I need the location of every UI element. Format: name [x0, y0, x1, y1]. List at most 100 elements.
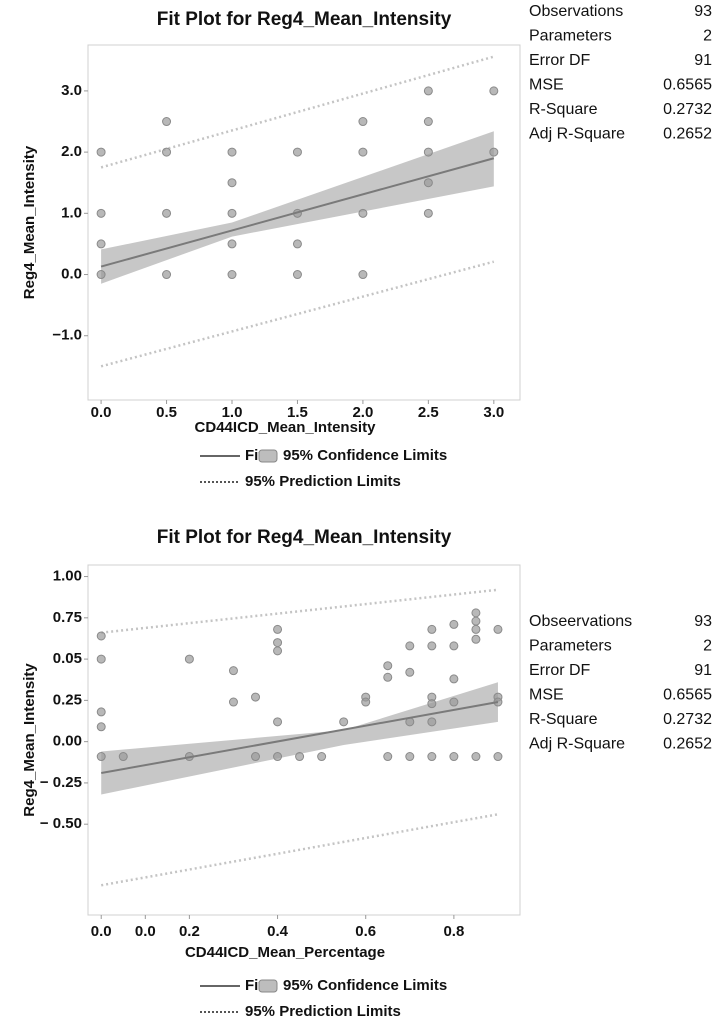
- observation: [295, 752, 305, 762]
- stat-label: Parameters: [529, 638, 612, 655]
- x-tick-label: 0.4: [267, 923, 289, 940]
- observation: [427, 641, 437, 651]
- stat-label: MSE: [529, 687, 564, 704]
- y-tick-label: 3.0: [61, 82, 82, 99]
- observation: [423, 147, 433, 157]
- confidence-band: [101, 131, 494, 284]
- observation: [423, 178, 433, 188]
- stat-value: 91: [694, 662, 712, 679]
- observation: [423, 86, 433, 96]
- observation: [228, 697, 238, 707]
- observation: [449, 641, 459, 651]
- x-tick-label: 1.0: [222, 404, 243, 421]
- observation: [96, 654, 106, 664]
- observation: [383, 752, 393, 762]
- fit-line: [100, 157, 495, 268]
- observation: [273, 638, 283, 648]
- prediction-limit: [100, 55, 495, 169]
- y-tick-label: 0.0: [61, 265, 82, 282]
- observation: [449, 752, 459, 762]
- x-tick-label: 0.2: [179, 923, 200, 940]
- y-axis-label: Reg4_Mean_Intensity: [21, 145, 38, 299]
- x-tick-label: 0.0: [135, 923, 156, 940]
- observation: [227, 239, 237, 249]
- observation: [471, 608, 481, 618]
- plot-frame: [87, 564, 521, 916]
- observation: [493, 752, 503, 762]
- observation: [423, 208, 433, 218]
- stat-label: Error DF: [529, 662, 591, 679]
- observation: [273, 752, 283, 762]
- observation: [96, 752, 106, 762]
- observation: [361, 697, 371, 707]
- observation: [96, 631, 106, 641]
- observation: [162, 208, 172, 218]
- observation: [162, 147, 172, 157]
- observation: [423, 117, 433, 127]
- observation: [383, 661, 393, 671]
- stat-value: 93: [694, 613, 712, 630]
- legend-confidence-swatch: [258, 979, 278, 993]
- observation: [96, 722, 106, 732]
- observation: [227, 147, 237, 157]
- observation: [427, 624, 437, 634]
- fit-plot: Fit Plot for Reg4_Mean_Intensity 3.0 2.0 1.…: [21, 3, 712, 490]
- x-tick-label: 0.5: [156, 404, 177, 421]
- x-tick-label: 3.0: [483, 404, 504, 421]
- observation: [96, 239, 106, 249]
- y-tick-label: 0.05: [53, 650, 82, 667]
- observation: [317, 752, 327, 762]
- observation: [162, 117, 172, 127]
- observation: [251, 692, 261, 702]
- stat-label: Adj R-Square: [529, 126, 625, 143]
- y-tick-label: 0.00: [53, 733, 82, 750]
- stat-label: MSE: [529, 77, 564, 94]
- x-tick-label: 1.5: [287, 404, 308, 421]
- observation: [273, 717, 283, 727]
- stat-value: 0.2732: [663, 101, 712, 118]
- observation: [427, 717, 437, 727]
- observation: [292, 147, 302, 157]
- stat-value: 0.2652: [663, 736, 712, 753]
- stat-value: 93: [694, 3, 712, 20]
- x-tick-label: 0.0: [91, 923, 112, 940]
- prediction-limit: [101, 813, 499, 887]
- observation: [96, 707, 106, 717]
- fit-line: [101, 701, 499, 775]
- observation: [96, 208, 106, 218]
- stat-value: 0.2652: [663, 126, 712, 143]
- stat-label: Observations: [529, 3, 623, 20]
- observation: [493, 624, 503, 634]
- y-tick-label: 0.25: [53, 691, 82, 708]
- stat-value: 0.2732: [663, 711, 712, 728]
- observation: [358, 147, 368, 157]
- observation: [405, 667, 415, 677]
- chart-title: Fit Plot for Reg4_Mean_Intensity: [157, 9, 452, 30]
- stat-label: R-Square: [529, 711, 598, 728]
- x-tick-label: 2.5: [418, 404, 439, 421]
- x-axis-label: CD44ICD_Mean_Intensity: [195, 419, 377, 436]
- observation: [471, 616, 481, 626]
- y-tick-label: −1.0: [52, 327, 82, 344]
- observation: [228, 666, 238, 676]
- observation: [292, 270, 302, 280]
- observation: [184, 654, 194, 664]
- observation: [449, 697, 459, 707]
- observation: [96, 147, 106, 157]
- y-tick-label: 1.00: [53, 568, 82, 585]
- prediction-limit: [101, 588, 499, 634]
- fit-plot: Fit Plot for Reg4_Mean_Intensity 1.00 0.75…: [21, 527, 712, 1020]
- observation: [489, 147, 499, 157]
- observation: [96, 270, 106, 280]
- observation: [251, 752, 261, 762]
- chart-title: Fit Plot for Reg4_Mean_Intensity: [157, 527, 452, 548]
- observation: [471, 624, 481, 634]
- observation: [227, 178, 237, 188]
- x-tick-label: 2.0: [352, 404, 373, 421]
- observation: [471, 634, 481, 644]
- legend-confidence-label: 95% Confidence Limits: [283, 447, 447, 464]
- y-tick-label: 0.75: [53, 609, 82, 626]
- x-axis-label: CD44ICD_Mean_Percentage: [185, 944, 385, 961]
- y-tick-label: − 0.25: [40, 774, 82, 791]
